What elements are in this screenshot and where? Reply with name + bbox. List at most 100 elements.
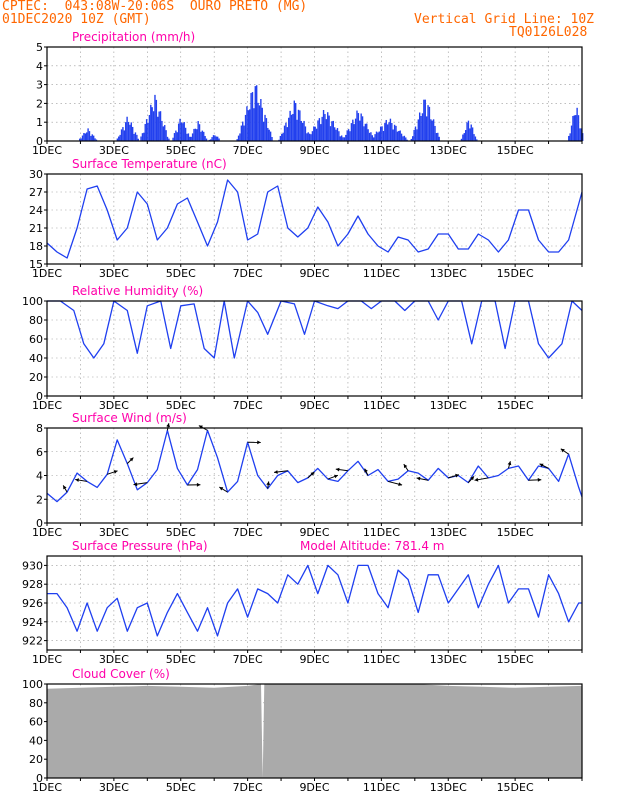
wind-arrowhead [196,482,201,487]
precip-bar [403,135,406,141]
wind-arrowhead [75,478,79,482]
rh-ytick-label: 100 [22,295,43,308]
precip-bar [469,128,471,141]
precip-bar [289,110,291,141]
precip-bar [374,134,376,141]
cloud-xtick-label: 11DEC [363,781,400,794]
precip-bar [166,136,169,141]
precip-bar [339,136,341,141]
precip-title: Precipitation (mm/h) [72,30,195,44]
wind-xtick-label: 9DEC [299,526,329,539]
precip-bar [134,132,137,141]
precip-bar [258,105,261,141]
precip-bar [396,131,399,141]
wind-arrowhead [63,485,67,490]
precip-bar [413,129,415,141]
precip-bar [432,119,435,141]
cloud-title: Cloud Cover (%) [72,667,170,681]
precip-bar [379,126,382,141]
temp-xtick-label: 7DEC [233,267,263,280]
pres-ytick-label: 926 [22,597,43,610]
precip-bar [352,119,354,141]
precip-bar [331,121,333,141]
pres-xtick-label: 15DEC [497,653,534,666]
precip-xtick-label: 15DEC [497,144,534,157]
precip-ytick-label: 2 [36,97,43,110]
precip-bar [393,124,396,141]
rh-ytick-label: 40 [29,352,43,365]
precip-bar [205,138,208,141]
precip-bar [377,132,379,141]
precip-bar [406,139,408,141]
precip-bar [84,133,87,141]
precip-bar [428,106,431,141]
precip-bar [261,107,263,141]
precip-bar [165,130,167,141]
precip-xtick-label: 1DEC [32,144,62,157]
temp-xtick-label: 15DEC [497,267,534,280]
rh-title: Relative Humidity (%) [72,284,203,298]
wind-arrowhead [474,477,479,482]
precip-ytick-label: 5 [36,41,43,54]
precip-bar [127,122,130,141]
precip-bar [279,135,282,141]
precip-bar [150,104,152,141]
precip-bar [307,132,309,141]
precip-bar [184,127,187,141]
precip-bar [576,107,578,141]
precip-bar [137,138,139,141]
pres-xtick-label: 9DEC [299,653,329,666]
precip-bar [87,128,89,141]
precip-bar [288,117,290,141]
precip-bar [123,130,126,141]
precip-bar [313,126,315,141]
precip-bar [366,123,368,141]
precip-bar [278,139,280,141]
precip-bar [315,128,318,141]
precip-bar [368,132,371,141]
precip-bar [569,133,571,141]
precip-bar [332,120,334,141]
precip-bar [476,139,478,141]
cloud-xtick-label: 7DEC [233,781,263,794]
precip-bar [410,138,413,141]
precip-bar [120,129,123,141]
precip-bar [119,134,121,141]
wind-xtick-label: 13DEC [430,526,467,539]
precip-bar [579,128,581,141]
precip-bar [164,125,166,141]
precip-xtick-label: 7DEC [233,144,263,157]
precip-bar [345,134,347,141]
precip-bar [570,125,573,141]
precip-xtick-label: 13DEC [430,144,467,157]
rh-xtick-label: 5DEC [166,399,196,412]
pres-xtick-label: 7DEC [233,653,263,666]
precip-bar [133,133,135,141]
cloud-ytick-label: 40 [29,734,43,747]
precip-bar [158,111,160,141]
precip-bar [392,129,394,141]
cloud-cover-area [47,684,582,778]
precip-bar [304,126,307,141]
precip-bar [180,122,183,141]
precip-bar [193,128,195,141]
temp-ytick-label: 21 [29,222,43,235]
precip-bar [367,129,369,141]
precip-bar [176,132,178,141]
precip-bar [155,99,158,141]
wind-arrowhead [416,476,421,481]
precip-bar [290,114,293,141]
wind-arrowhead [274,470,278,474]
wind-arrowhead [113,470,118,474]
precip-bar [175,130,177,141]
precip-bar [467,120,470,141]
precip-bar [92,135,95,141]
precip-bar [296,119,298,141]
precip-bar [347,129,350,141]
precip-bar [474,136,477,141]
wind-arrowhead [335,467,340,472]
precip-bar [325,119,328,141]
precip-bar [286,127,289,141]
precip-bar [264,114,266,141]
